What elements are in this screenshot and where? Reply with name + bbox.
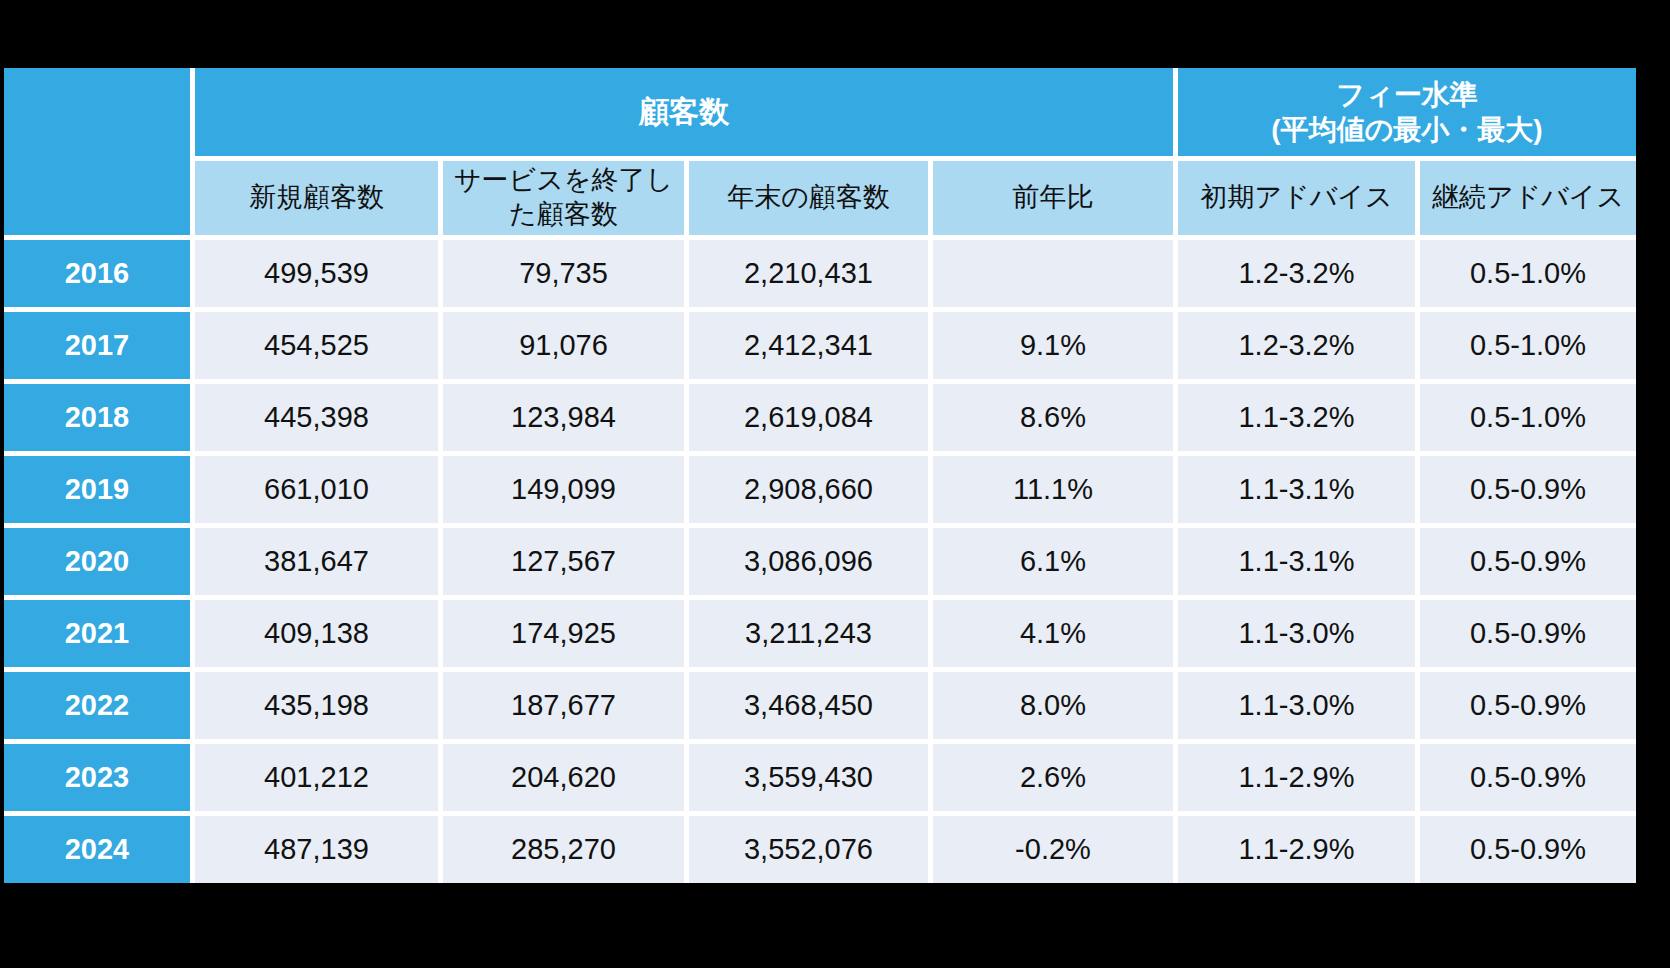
row-year-cell: 2023 [4,744,190,811]
data-cell: 1.1-3.1% [1178,528,1415,595]
data-cell: 1.1-3.1% [1178,456,1415,523]
column-header-new-customers: 新規顧客数 [195,161,438,235]
data-cell: 3,211,243 [689,600,928,667]
data-cell: 127,567 [443,528,684,595]
data-cell: 0.5-1.0% [1420,312,1636,379]
data-cell: 6.1% [933,528,1173,595]
data-cell: 381,647 [195,528,438,595]
row-year-cell: 2017 [4,312,190,379]
data-cell: -0.2% [933,816,1173,883]
data-cell: 2.6% [933,744,1173,811]
data-cell: 1.1-3.0% [1178,672,1415,739]
data-cell: 445,398 [195,384,438,451]
data-cell: 0.5-1.0% [1420,240,1636,307]
data-cell: 435,198 [195,672,438,739]
group-header-customer-count: 顧客数 [195,68,1173,156]
data-cell: 2,412,341 [689,312,928,379]
data-cell: 0.5-0.9% [1420,456,1636,523]
row-year-cell: 2021 [4,600,190,667]
data-cell: 0.5-0.9% [1420,816,1636,883]
column-header-ongoing-advice: 継続アドバイス [1420,161,1636,235]
data-cell: 204,620 [443,744,684,811]
table-corner-cell [4,68,190,235]
data-cell: 1.2-3.2% [1178,312,1415,379]
customers-fees-table: 顧客数 フィー水準 (平均値の最小・最大) 新規顧客数 サービスを終了した顧客数… [4,68,1636,883]
column-header-yoy-change: 前年比 [933,161,1173,235]
row-year-cell: 2016 [4,240,190,307]
data-cell: 174,925 [443,600,684,667]
data-cell: 4.1% [933,600,1173,667]
data-cell: 401,212 [195,744,438,811]
data-cell: 79,735 [443,240,684,307]
data-cell: 11.1% [933,456,1173,523]
data-cell: 1.1-3.2% [1178,384,1415,451]
row-year-cell: 2018 [4,384,190,451]
data-cell: 454,525 [195,312,438,379]
data-cell [933,240,1173,307]
data-cell: 187,677 [443,672,684,739]
data-cell: 661,010 [195,456,438,523]
data-cell: 3,086,096 [689,528,928,595]
row-year-cell: 2019 [4,456,190,523]
data-cell: 499,539 [195,240,438,307]
row-year-cell: 2024 [4,816,190,883]
page-background: 顧客数 フィー水準 (平均値の最小・最大) 新規顧客数 サービスを終了した顧客数… [0,0,1670,968]
data-cell: 91,076 [443,312,684,379]
data-cell: 9.1% [933,312,1173,379]
data-cell: 0.5-1.0% [1420,384,1636,451]
column-header-terminated-customers: サービスを終了した顧客数 [443,161,684,235]
data-cell: 2,908,660 [689,456,928,523]
data-cell: 0.5-0.9% [1420,600,1636,667]
row-year-cell: 2020 [4,528,190,595]
data-cell: 487,139 [195,816,438,883]
data-cell: 2,210,431 [689,240,928,307]
column-header-yearend-customers: 年末の顧客数 [689,161,928,235]
data-cell: 149,099 [443,456,684,523]
data-cell: 8.0% [933,672,1173,739]
data-cell: 0.5-0.9% [1420,672,1636,739]
data-cell: 3,559,430 [689,744,928,811]
data-cell: 0.5-0.9% [1420,744,1636,811]
data-cell: 1.2-3.2% [1178,240,1415,307]
data-cell: 409,138 [195,600,438,667]
data-cell: 1.1-3.0% [1178,600,1415,667]
data-cell: 0.5-0.9% [1420,528,1636,595]
data-cell: 8.6% [933,384,1173,451]
data-cell: 1.1-2.9% [1178,744,1415,811]
group-header-fee-level: フィー水準 (平均値の最小・最大) [1178,68,1636,156]
row-year-cell: 2022 [4,672,190,739]
data-cell: 1.1-2.9% [1178,816,1415,883]
data-cell: 3,468,450 [689,672,928,739]
data-cell: 3,552,076 [689,816,928,883]
data-cell: 2,619,084 [689,384,928,451]
data-cell: 123,984 [443,384,684,451]
data-cell: 285,270 [443,816,684,883]
column-header-initial-advice: 初期アドバイス [1178,161,1415,235]
